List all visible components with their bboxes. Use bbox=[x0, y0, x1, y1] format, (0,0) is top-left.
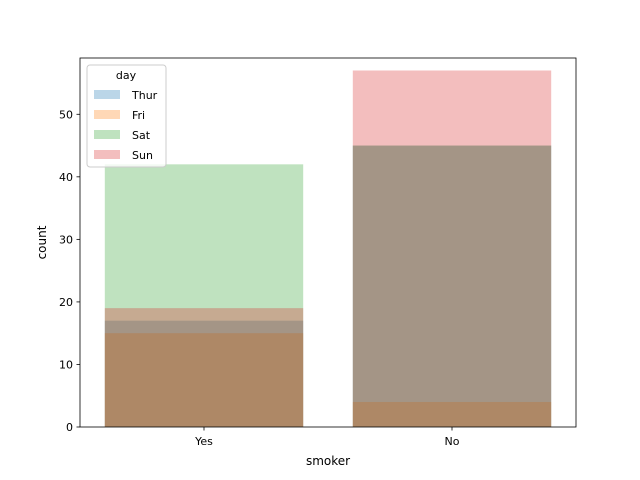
legend-swatch-sun bbox=[94, 150, 120, 159]
bar-sat-no bbox=[352, 145, 552, 427]
bar-sat-yes bbox=[104, 164, 304, 428]
y-tick-label: 20 bbox=[59, 296, 73, 309]
x-tick-label: Yes bbox=[194, 435, 213, 448]
x-tick-label: No bbox=[445, 435, 460, 448]
bar-fri-no bbox=[352, 401, 552, 427]
legend-label-thur: Thur bbox=[131, 89, 158, 102]
legend-label-sun: Sun bbox=[132, 149, 153, 162]
y-axis: 0 10 20 30 40 50 bbox=[59, 108, 80, 434]
legend-swatch-sat bbox=[94, 130, 120, 139]
bar-thur-yes bbox=[104, 320, 304, 427]
y-axis-label: count bbox=[35, 225, 49, 259]
y-tick-label: 40 bbox=[59, 171, 73, 184]
x-axis-label: smoker bbox=[306, 454, 350, 468]
bar-sun-yes bbox=[104, 308, 304, 427]
x-axis: Yes No bbox=[194, 427, 460, 448]
legend-title: day bbox=[116, 69, 137, 82]
legend-items: Thur Fri Sat Sun bbox=[94, 89, 158, 162]
bar-sun-no bbox=[352, 70, 552, 427]
bar-fri-yes bbox=[104, 333, 304, 427]
y-tick-label: 50 bbox=[59, 108, 73, 121]
legend-label-fri: Fri bbox=[132, 109, 145, 122]
y-tick-label: 0 bbox=[66, 421, 73, 434]
y-tick-label: 10 bbox=[59, 358, 73, 371]
legend-swatch-fri bbox=[94, 110, 120, 119]
plot-frame bbox=[79, 57, 577, 428]
legend-swatch-thur bbox=[94, 90, 120, 99]
bar-thur-no bbox=[352, 145, 552, 427]
legend-label-sat: Sat bbox=[132, 129, 151, 142]
y-tick-label: 30 bbox=[59, 233, 73, 246]
bars-layer bbox=[104, 70, 552, 428]
legend: day Thur Fri Sat Sun bbox=[86, 64, 167, 168]
legend-frame bbox=[86, 64, 167, 168]
